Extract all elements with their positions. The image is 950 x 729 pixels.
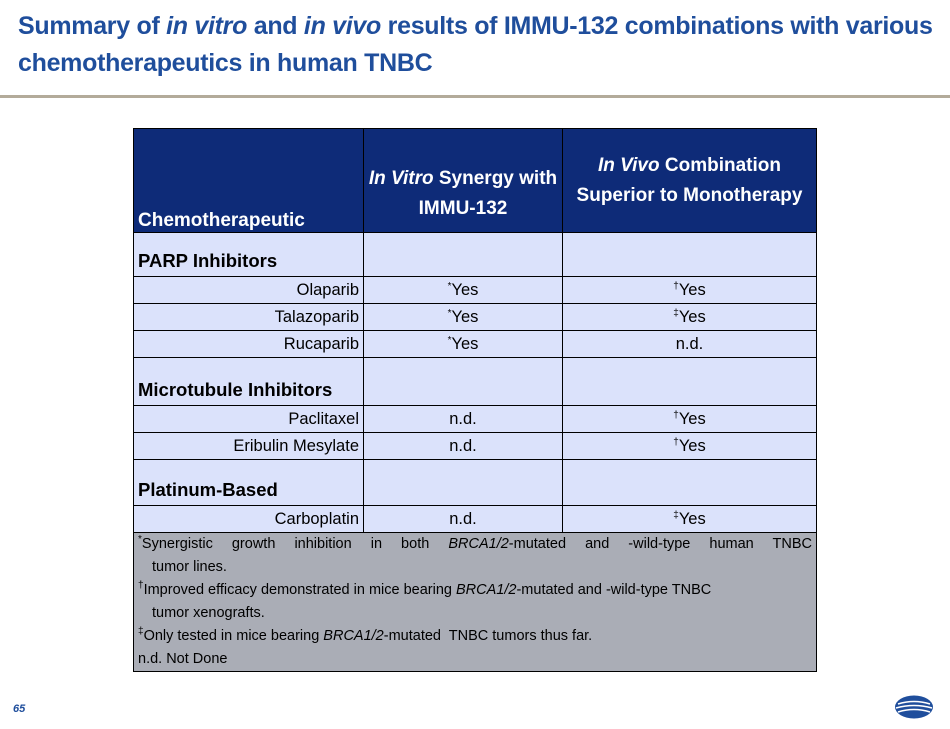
table-row: Carboplatin n.d. ‡Yes	[133, 505, 817, 533]
page-title: Summary of in vitro and in vivo results …	[18, 8, 933, 82]
page-number: 65	[13, 703, 26, 715]
title-divider	[0, 95, 950, 98]
in-vitro-value: Yes	[451, 280, 479, 299]
header-in-vitro: In Vitro Synergy with IMMU-132	[363, 128, 563, 233]
gene-name: BRCA1/2	[448, 536, 509, 552]
in-vivo-value: Yes	[678, 509, 706, 528]
category-label: Microtubule Inhibitors	[133, 357, 364, 406]
in-vivo-value: Yes	[678, 436, 706, 455]
footnote-2: †Improved efficacy demonstrated in mice …	[138, 579, 812, 602]
title-text: and	[247, 12, 304, 40]
footnote-mark: ‡	[673, 307, 679, 319]
in-vivo-cell: †Yes	[562, 276, 817, 304]
in-vitro-value: n.d.	[449, 409, 477, 428]
footnote-mark: †	[673, 280, 679, 292]
footnote-text: Only tested in mice bearing	[143, 628, 324, 644]
gene-name: BRCA1/2	[323, 628, 384, 644]
company-logo-icon	[895, 695, 933, 719]
in-vivo-cell: ‡Yes	[562, 303, 817, 331]
footnote-text: -mutated and -wild-type TNBC	[516, 582, 712, 598]
footnote-mark: †	[138, 580, 144, 591]
header-in-vitro-rest: Synergy with IMMU-132	[418, 167, 558, 219]
header-chemotherapeutic: Chemotherapeutic	[133, 128, 364, 233]
drug-name: Talazoparib	[133, 303, 364, 331]
footnote-text: -mutated and -wild-type human TNBC	[508, 536, 812, 552]
footnote-text: -mutated TNBC tumors thus far.	[383, 628, 593, 644]
in-vitro-cell: *Yes	[363, 303, 563, 331]
table-header-row: Chemotherapeutic In Vitro Synergy with I…	[133, 128, 817, 233]
footnote-mark: ‡	[673, 509, 679, 521]
header-in-vivo-rest: Combination Superior to Monotherapy	[576, 154, 803, 206]
in-vivo-cell: ‡Yes	[562, 505, 817, 533]
footnote-1-cont: tumor lines.	[152, 559, 227, 575]
footnotes-row: *Synergistic growth inhibition in both B…	[133, 532, 817, 672]
table-row: Paclitaxel n.d. †Yes	[133, 405, 817, 433]
table-row: Rucaparib *Yes n.d.	[133, 330, 817, 358]
footnote-nd: n.d. Not Done	[138, 651, 228, 667]
in-vitro-cell: n.d.	[363, 405, 563, 433]
footnote-text: Synergistic growth inhibition in both	[141, 536, 449, 552]
in-vitro-cell: *Yes	[363, 330, 563, 358]
footnote-text: Improved efficacy demonstrated in mice b…	[143, 582, 457, 598]
drug-name: Rucaparib	[133, 330, 364, 358]
in-vitro-cell: n.d.	[363, 432, 563, 460]
title-text: Summary of	[18, 12, 167, 40]
footnote-3: ‡Only tested in mice bearing BRCA1/2-mut…	[138, 625, 812, 648]
category-row: Platinum-Based	[133, 459, 817, 506]
gene-name: BRCA1/2	[456, 582, 517, 598]
category-row: PARP Inhibitors	[133, 232, 817, 277]
footnote-1: *Synergistic growth inhibition in both B…	[138, 533, 812, 556]
in-vivo-value: Yes	[678, 307, 706, 326]
table-row: Eribulin Mesylate n.d. †Yes	[133, 432, 817, 460]
category-row: Microtubule Inhibitors	[133, 357, 817, 406]
footnote-mark: †	[673, 409, 679, 421]
drug-name: Olaparib	[133, 276, 364, 304]
drug-name: Carboplatin	[133, 505, 364, 533]
drug-name: Paclitaxel	[133, 405, 364, 433]
footnote-mark: *	[138, 534, 142, 545]
in-vivo-cell: n.d.	[562, 330, 817, 358]
table-row: Olaparib *Yes †Yes	[133, 276, 817, 304]
in-vitro-value: Yes	[451, 307, 479, 326]
drug-name: Eribulin Mesylate	[133, 432, 364, 460]
in-vitro-value: n.d.	[449, 509, 477, 528]
table-row: Talazoparib *Yes ‡Yes	[133, 303, 817, 331]
in-vivo-value: Yes	[678, 409, 706, 428]
in-vitro-value: n.d.	[449, 436, 477, 455]
in-vivo-cell: †Yes	[562, 405, 817, 433]
header-in-vivo: In Vivo Combination Superior to Monother…	[562, 128, 817, 233]
footnotes: *Synergistic growth inhibition in both B…	[133, 532, 817, 672]
footnote-2-cont: tumor xenografts.	[152, 605, 265, 621]
results-table: Chemotherapeutic In Vitro Synergy with I…	[133, 128, 817, 672]
header-in-vivo-italic: In Vivo	[598, 154, 660, 176]
category-label: Platinum-Based	[133, 459, 364, 506]
in-vitro-value: Yes	[451, 334, 479, 353]
title-italic-in-vivo: in vivo	[303, 12, 382, 40]
footnote-mark: *	[447, 280, 452, 292]
in-vitro-cell: *Yes	[363, 276, 563, 304]
footnote-mark: ‡	[138, 626, 144, 637]
footnote-mark: *	[447, 307, 452, 319]
in-vivo-value: n.d.	[675, 334, 704, 353]
in-vitro-cell: n.d.	[363, 505, 563, 533]
in-vivo-value: Yes	[678, 280, 706, 299]
header-in-vitro-italic: In Vitro	[368, 167, 434, 189]
in-vivo-cell: †Yes	[562, 432, 817, 460]
footnote-mark: *	[447, 334, 452, 346]
title-italic-in-vitro: in vitro	[166, 12, 248, 40]
category-label: PARP Inhibitors	[133, 232, 364, 277]
title-text: results of IMMU-132 combinations with va…	[18, 12, 933, 77]
footnote-mark: †	[673, 436, 679, 448]
